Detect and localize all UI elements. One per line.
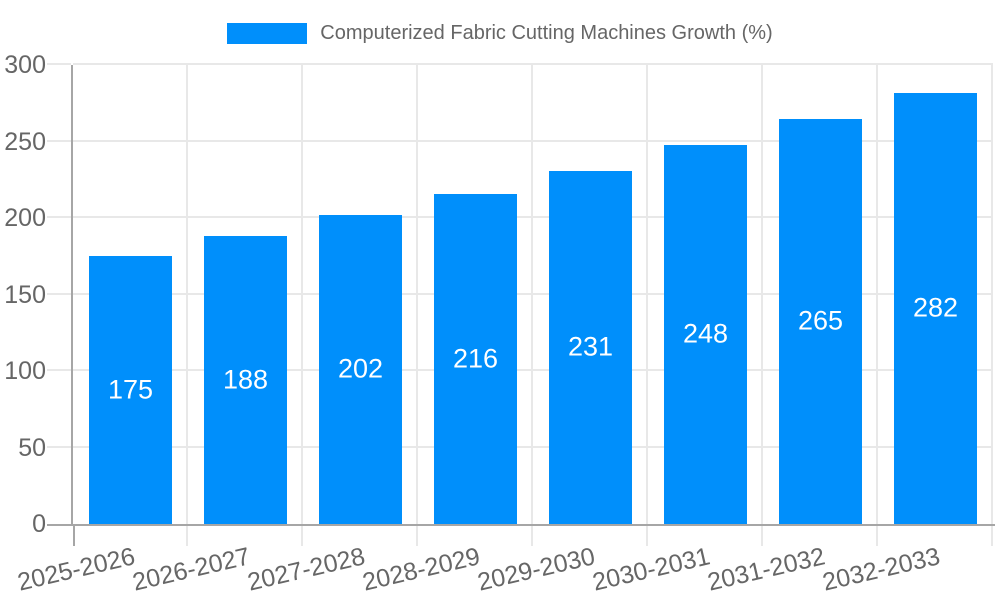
gridline-vertical [416, 65, 418, 524]
x-tick-label: 2028-2029 [359, 542, 483, 597]
bar[interactable]: 202 [319, 214, 402, 524]
y-axis-tick-mark [47, 524, 71, 526]
y-axis-tick-mark [47, 445, 71, 448]
y-tick-label: 0 [32, 510, 46, 538]
bar-value-label: 231 [567, 331, 614, 362]
gridline-horizontal [73, 445, 993, 448]
bar[interactable]: 265 [779, 118, 862, 524]
x-tick-label: 2029-2030 [474, 542, 598, 597]
bar-value-label: 216 [452, 343, 499, 374]
bar-value-label: 282 [912, 292, 959, 323]
x-tick-label: 2026-2027 [129, 542, 253, 597]
gridline-vertical [186, 65, 188, 524]
y-axis-tick-mark [47, 369, 71, 371]
x-tick-label: 2032-2033 [819, 542, 943, 597]
y-axis-tick-mark [47, 63, 71, 65]
x-axis-tick-mark [301, 526, 303, 546]
gridline-horizontal [73, 63, 993, 65]
x-axis-tick-mark [876, 526, 878, 546]
bar[interactable]: 231 [549, 170, 632, 524]
bar-value-label: 175 [107, 374, 154, 405]
bar[interactable]: 248 [664, 144, 747, 524]
x-axis-tick-mark [416, 526, 418, 546]
gridline-vertical [761, 65, 763, 524]
legend-swatch-icon [227, 22, 308, 44]
plot-area: 175 188 202 216 231 248 265 282 [47, 63, 995, 546]
y-tick-label: 150 [4, 280, 46, 309]
gridline-horizontal [73, 369, 993, 371]
x-axis-tick-mark [646, 526, 648, 546]
legend: Computerized Fabric Cutting Machines Gro… [0, 14, 1000, 52]
x-tick-label: 2030-2031 [589, 542, 713, 597]
y-tick-label: 300 [4, 51, 46, 79]
bar-value-label: 265 [797, 305, 844, 336]
y-axis-tick-mark [47, 139, 71, 142]
gridline-horizontal [73, 139, 993, 142]
gridline-horizontal [73, 216, 993, 218]
x-tick-label: 2031-2032 [704, 542, 828, 597]
x-axis-tick-mark [186, 526, 188, 546]
bar-value-label: 188 [222, 364, 269, 395]
x-tick-label: 2027-2028 [244, 542, 368, 597]
bar-value-label: 248 [682, 318, 729, 349]
bar[interactable]: 216 [434, 193, 517, 524]
y-axis-line [71, 65, 73, 526]
x-axis-tick-mark [761, 526, 763, 546]
gridline-vertical [301, 65, 303, 524]
y-tick-label: 250 [4, 127, 46, 156]
x-axis-line [71, 524, 995, 526]
x-axis-tick-mark [73, 526, 75, 546]
gridline-vertical [531, 65, 533, 524]
x-tick-label: 2025-2026 [14, 542, 138, 597]
bar[interactable]: 175 [89, 256, 172, 524]
gridline-vertical [876, 65, 878, 524]
legend-label: Computerized Fabric Cutting Machines Gro… [320, 21, 773, 44]
y-axis-tick-mark [47, 292, 71, 295]
bar-value-label: 202 [337, 353, 384, 384]
gridline-vertical [991, 65, 993, 524]
x-axis-tick-mark [531, 526, 533, 546]
y-tick-label: 50 [18, 433, 46, 462]
gridline-vertical [646, 65, 648, 524]
y-axis-tick-mark [47, 216, 71, 218]
y-tick-label: 200 [4, 204, 46, 232]
x-axis-tick-mark [991, 526, 993, 546]
bar[interactable]: 188 [204, 236, 287, 524]
gridline-horizontal [73, 292, 993, 295]
y-tick-label: 100 [4, 357, 46, 385]
legend-item[interactable]: Computerized Fabric Cutting Machines Gro… [227, 21, 773, 45]
bar[interactable]: 282 [894, 92, 977, 524]
